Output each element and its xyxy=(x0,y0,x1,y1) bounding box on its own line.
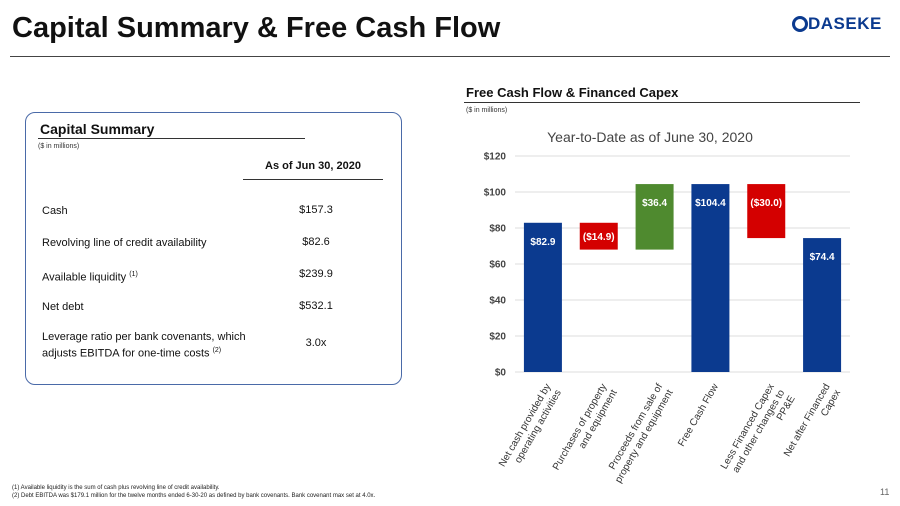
row-value: 3.0x xyxy=(305,337,327,349)
row-note: (1) xyxy=(129,271,138,278)
x-tick-label: Less Financed Capexand other changes toP… xyxy=(719,382,798,484)
bar xyxy=(579,222,618,250)
x-tick-label: Net after FinancedCapex xyxy=(782,382,843,465)
row-value: $239.9 xyxy=(299,268,333,280)
row-label: Available liquidity (1) xyxy=(42,268,272,285)
x-tick-label-line: Net after Financed xyxy=(782,382,833,459)
chart-title: Year-to-Date as of June 30, 2020 xyxy=(547,129,753,145)
row-label: Cash xyxy=(42,204,272,218)
x-tick-label: Free Cash Flow xyxy=(676,381,721,448)
row-label-text: Revolving line of credit availability xyxy=(42,237,207,249)
table-units: ($ in millions) xyxy=(38,143,80,150)
chart-units: ($ in millions) xyxy=(466,107,508,114)
value-label: ($14.9) xyxy=(583,232,615,243)
y-tick-label: $20 xyxy=(489,332,506,343)
slide-title: Capital Summary & Free Cash Flow xyxy=(12,12,501,44)
chart-heading-rule xyxy=(464,102,860,103)
row-label: Revolving line of credit availability xyxy=(42,236,272,250)
bar xyxy=(803,238,842,372)
y-tick-label: $80 xyxy=(489,224,506,235)
y-tick-label: $0 xyxy=(495,368,507,379)
row-value: $157.3 xyxy=(299,204,333,216)
bar xyxy=(691,184,730,372)
y-tick-label: $40 xyxy=(489,296,506,307)
column-header: As of Jun 30, 2020 xyxy=(265,160,361,172)
row-label: Leverage ratio per bank covenants, which… xyxy=(42,330,272,361)
y-tick-label: $100 xyxy=(484,188,507,199)
row-label: Net debt xyxy=(42,300,272,314)
page-number: 11 xyxy=(880,487,890,497)
bar xyxy=(747,184,786,239)
value-label: ($30.0) xyxy=(750,198,782,209)
y-tick-label: $120 xyxy=(484,152,507,163)
value-label: $36.4 xyxy=(642,198,667,209)
x-tick-label-line: Free Cash Flow xyxy=(676,381,721,448)
value-label: $82.9 xyxy=(530,237,555,248)
logo-text: DASEKE xyxy=(808,14,882,33)
row-note: (2) xyxy=(212,347,222,354)
row-value: $82.6 xyxy=(302,236,330,248)
footnote: (1) Available liquidity is the sum of ca… xyxy=(12,485,220,491)
title-rule xyxy=(10,56,890,57)
bar xyxy=(635,184,674,250)
footnote: (2) Debt EBITDA was $179.1 million for t… xyxy=(12,493,376,499)
row-value: $532.1 xyxy=(299,300,333,312)
row-label-text: Net debt xyxy=(42,301,84,313)
table-title-rule xyxy=(38,138,305,139)
header-rule xyxy=(243,179,383,180)
row-label-text: Leverage ratio per bank covenants, which… xyxy=(42,331,246,360)
row-label-text: Cash xyxy=(42,205,68,217)
bar xyxy=(523,222,562,372)
chart-heading: Free Cash Flow & Financed Capex xyxy=(466,85,679,100)
y-tick-label: $60 xyxy=(489,260,506,271)
logo: DASEKE xyxy=(792,14,882,34)
value-label: $74.4 xyxy=(810,252,835,263)
table-title: Capital Summary xyxy=(40,121,155,137)
row-label-text: Available liquidity xyxy=(42,271,127,284)
value-label: $104.4 xyxy=(695,198,726,209)
table-box xyxy=(25,112,402,385)
